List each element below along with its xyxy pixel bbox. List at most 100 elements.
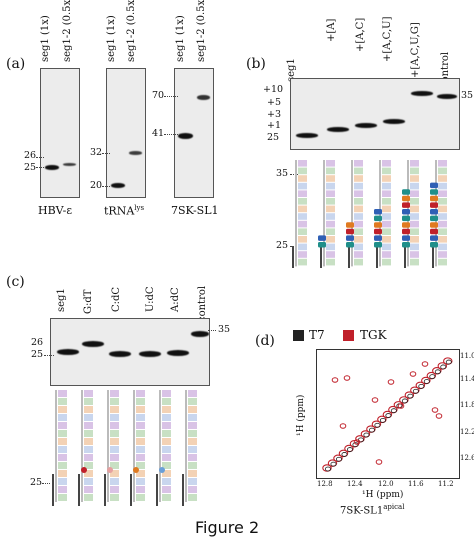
added-nucleotide: [374, 222, 382, 228]
base: [58, 462, 67, 469]
nmr-peak-t7: [341, 452, 348, 457]
legend-label-tgk: TGK: [360, 328, 387, 342]
base: [382, 167, 391, 175]
lane-label: G:dT: [83, 289, 94, 314]
base: [58, 454, 67, 461]
base: [162, 414, 171, 421]
base: [382, 182, 391, 190]
gel-band: [63, 163, 76, 166]
gel-b: [290, 78, 460, 150]
base: [410, 190, 419, 197]
base: [410, 251, 419, 258]
legend-label-t7: T7: [309, 328, 325, 342]
base: [136, 478, 145, 485]
base: [110, 486, 119, 493]
base: [136, 494, 145, 501]
base: [326, 167, 335, 175]
base: [326, 190, 335, 197]
base: [58, 430, 67, 437]
marker-label: 26: [24, 150, 37, 161]
nmr-crosspeak: [409, 371, 417, 377]
nmr-peak-t7: [324, 466, 331, 472]
marker-label: 41: [152, 128, 165, 139]
base: [382, 160, 391, 167]
base: [410, 167, 419, 175]
base: [298, 198, 307, 205]
base: [188, 446, 197, 453]
gel-band: [437, 94, 457, 99]
added-nucleotide: [430, 209, 438, 215]
base: [188, 470, 197, 477]
marker-label: +3: [267, 109, 282, 120]
added-nucleotide: [346, 235, 354, 241]
marker-tick: [102, 186, 110, 187]
base: [298, 175, 307, 182]
base: [354, 220, 363, 228]
base: [58, 486, 67, 493]
base: [410, 182, 419, 190]
gel-caption-text: tRNA: [104, 204, 135, 218]
added-nucleotide: [402, 189, 410, 195]
base: [354, 251, 363, 258]
marker-label: 25: [24, 162, 37, 173]
base: [188, 398, 197, 405]
added-nucleotide: [318, 242, 326, 248]
panel-d-label: (d): [255, 333, 275, 349]
base: [354, 175, 363, 182]
base: [326, 198, 335, 205]
axis-tick: 11.0: [460, 352, 474, 360]
base: [84, 470, 93, 477]
base: [326, 175, 335, 182]
base: [438, 205, 447, 213]
base: [326, 205, 335, 213]
base: [410, 228, 419, 235]
base: [298, 243, 307, 251]
base: [410, 160, 419, 167]
base: [438, 198, 447, 205]
base: [84, 406, 93, 413]
marker-tick: [102, 153, 110, 154]
added-nucleotide: [430, 228, 438, 235]
base: [382, 175, 391, 182]
base: [136, 446, 145, 453]
marker-tick: [36, 157, 44, 158]
base: [382, 228, 391, 235]
nmr-peak-t7: [407, 393, 414, 399]
nmr-crosspeak: [435, 413, 443, 419]
nmr-peak-t7: [379, 418, 386, 423]
nmr-crosspeak: [421, 361, 429, 367]
base: [438, 251, 447, 258]
marker-label: 26: [31, 337, 44, 348]
gel-c: [50, 318, 210, 386]
base: [162, 462, 171, 469]
gel-caption: tRNAlys: [104, 204, 144, 218]
base: [382, 220, 391, 228]
base: [136, 438, 145, 445]
base: [84, 478, 93, 485]
base: [58, 478, 67, 485]
base: [438, 167, 447, 175]
added-nucleotide: [346, 242, 354, 248]
gel-band: [327, 127, 349, 132]
base: [326, 220, 335, 228]
base: [298, 258, 307, 266]
nmr-peak-t7: [401, 398, 408, 404]
base: [354, 190, 363, 197]
base: [298, 236, 307, 243]
base: [410, 236, 419, 243]
base: [326, 258, 335, 266]
marker-label: 35: [461, 90, 474, 101]
marker-tick: [164, 96, 178, 97]
base: [110, 438, 119, 445]
marker-label: 32: [90, 147, 103, 158]
nmr-peak-t7: [440, 364, 447, 370]
base: [354, 182, 363, 190]
base: [110, 398, 119, 405]
axis-tick: 12.6: [460, 454, 474, 462]
marker-tick: [208, 330, 216, 331]
nmr-peak-t7: [352, 442, 359, 448]
nmr-crosspeak: [343, 375, 351, 381]
axis-tick: 11.6: [408, 480, 424, 488]
marker-label: 25: [267, 132, 280, 143]
base: [382, 243, 391, 251]
